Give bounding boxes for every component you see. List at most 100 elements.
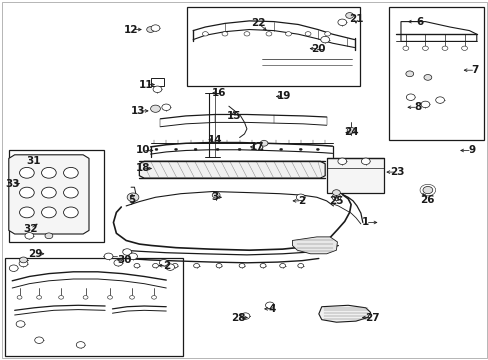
Circle shape — [435, 97, 444, 103]
Circle shape — [461, 46, 467, 50]
Circle shape — [122, 249, 131, 255]
Circle shape — [324, 32, 330, 36]
Text: 25: 25 — [328, 196, 343, 206]
Text: 5: 5 — [128, 195, 135, 205]
Circle shape — [305, 32, 310, 36]
Circle shape — [63, 187, 78, 198]
Circle shape — [216, 148, 219, 150]
Polygon shape — [318, 305, 370, 322]
Circle shape — [406, 94, 414, 100]
Circle shape — [107, 296, 112, 299]
Text: 11: 11 — [138, 80, 153, 90]
Circle shape — [174, 148, 177, 150]
Circle shape — [20, 187, 34, 198]
Text: 32: 32 — [23, 224, 38, 234]
Circle shape — [316, 148, 319, 150]
Circle shape — [285, 32, 291, 36]
Circle shape — [332, 190, 340, 195]
Circle shape — [320, 36, 329, 43]
Circle shape — [253, 144, 262, 150]
Text: 7: 7 — [470, 65, 478, 75]
Circle shape — [35, 337, 43, 343]
Text: 31: 31 — [26, 156, 41, 166]
Circle shape — [265, 32, 271, 36]
Circle shape — [265, 302, 274, 309]
Circle shape — [423, 75, 431, 80]
Circle shape — [127, 193, 139, 202]
Circle shape — [17, 296, 22, 299]
Circle shape — [134, 264, 140, 268]
Circle shape — [279, 264, 285, 268]
Circle shape — [260, 264, 265, 268]
Circle shape — [244, 32, 249, 36]
Text: 21: 21 — [348, 14, 363, 24]
Circle shape — [337, 158, 346, 165]
Circle shape — [9, 265, 18, 271]
Text: 16: 16 — [211, 88, 226, 98]
Circle shape — [25, 233, 34, 239]
Circle shape — [216, 264, 222, 268]
Circle shape — [20, 167, 34, 178]
Circle shape — [405, 71, 413, 77]
Circle shape — [422, 186, 432, 194]
Text: 12: 12 — [123, 24, 138, 35]
Circle shape — [41, 167, 56, 178]
Circle shape — [441, 46, 447, 50]
Circle shape — [159, 260, 168, 266]
Circle shape — [150, 105, 160, 112]
Text: 20: 20 — [311, 44, 325, 54]
Circle shape — [331, 194, 340, 201]
Text: 1: 1 — [362, 217, 368, 228]
Circle shape — [361, 158, 369, 165]
Text: 2: 2 — [163, 261, 169, 271]
Text: 33: 33 — [5, 179, 20, 189]
Bar — [5, 258, 183, 356]
Circle shape — [152, 264, 158, 268]
Circle shape — [194, 148, 197, 150]
Text: 24: 24 — [343, 127, 358, 138]
Polygon shape — [9, 155, 89, 234]
Circle shape — [83, 296, 88, 299]
Text: 4: 4 — [267, 304, 275, 314]
Text: 13: 13 — [130, 106, 145, 116]
Text: 10: 10 — [135, 145, 150, 156]
Circle shape — [20, 207, 34, 218]
Circle shape — [346, 127, 354, 133]
Circle shape — [104, 253, 113, 260]
Circle shape — [114, 260, 122, 266]
Circle shape — [337, 19, 346, 26]
Bar — [9, 150, 104, 242]
Circle shape — [41, 187, 56, 198]
Circle shape — [296, 194, 305, 201]
Circle shape — [146, 27, 154, 32]
Text: 27: 27 — [365, 312, 379, 323]
Circle shape — [279, 148, 282, 150]
Circle shape — [76, 342, 85, 348]
Circle shape — [63, 207, 78, 218]
Circle shape — [128, 253, 137, 260]
Text: 23: 23 — [389, 167, 404, 177]
Circle shape — [45, 233, 53, 239]
Text: 9: 9 — [468, 145, 474, 156]
Text: 22: 22 — [250, 18, 265, 28]
Circle shape — [19, 260, 28, 267]
Bar — [326, 158, 384, 193]
Text: 18: 18 — [135, 163, 150, 174]
Text: 6: 6 — [415, 17, 422, 27]
Text: 29: 29 — [28, 249, 42, 259]
Bar — [186, 7, 360, 86]
Circle shape — [297, 264, 303, 268]
Circle shape — [239, 264, 244, 268]
Circle shape — [129, 296, 134, 299]
Circle shape — [20, 257, 27, 263]
Circle shape — [345, 13, 353, 18]
Polygon shape — [139, 161, 325, 178]
Circle shape — [155, 148, 158, 150]
Text: 28: 28 — [231, 312, 245, 323]
Circle shape — [151, 296, 156, 299]
Circle shape — [202, 32, 208, 36]
Circle shape — [238, 148, 241, 150]
Bar — [150, 78, 164, 86]
Text: 2: 2 — [298, 196, 305, 206]
Circle shape — [153, 86, 162, 93]
